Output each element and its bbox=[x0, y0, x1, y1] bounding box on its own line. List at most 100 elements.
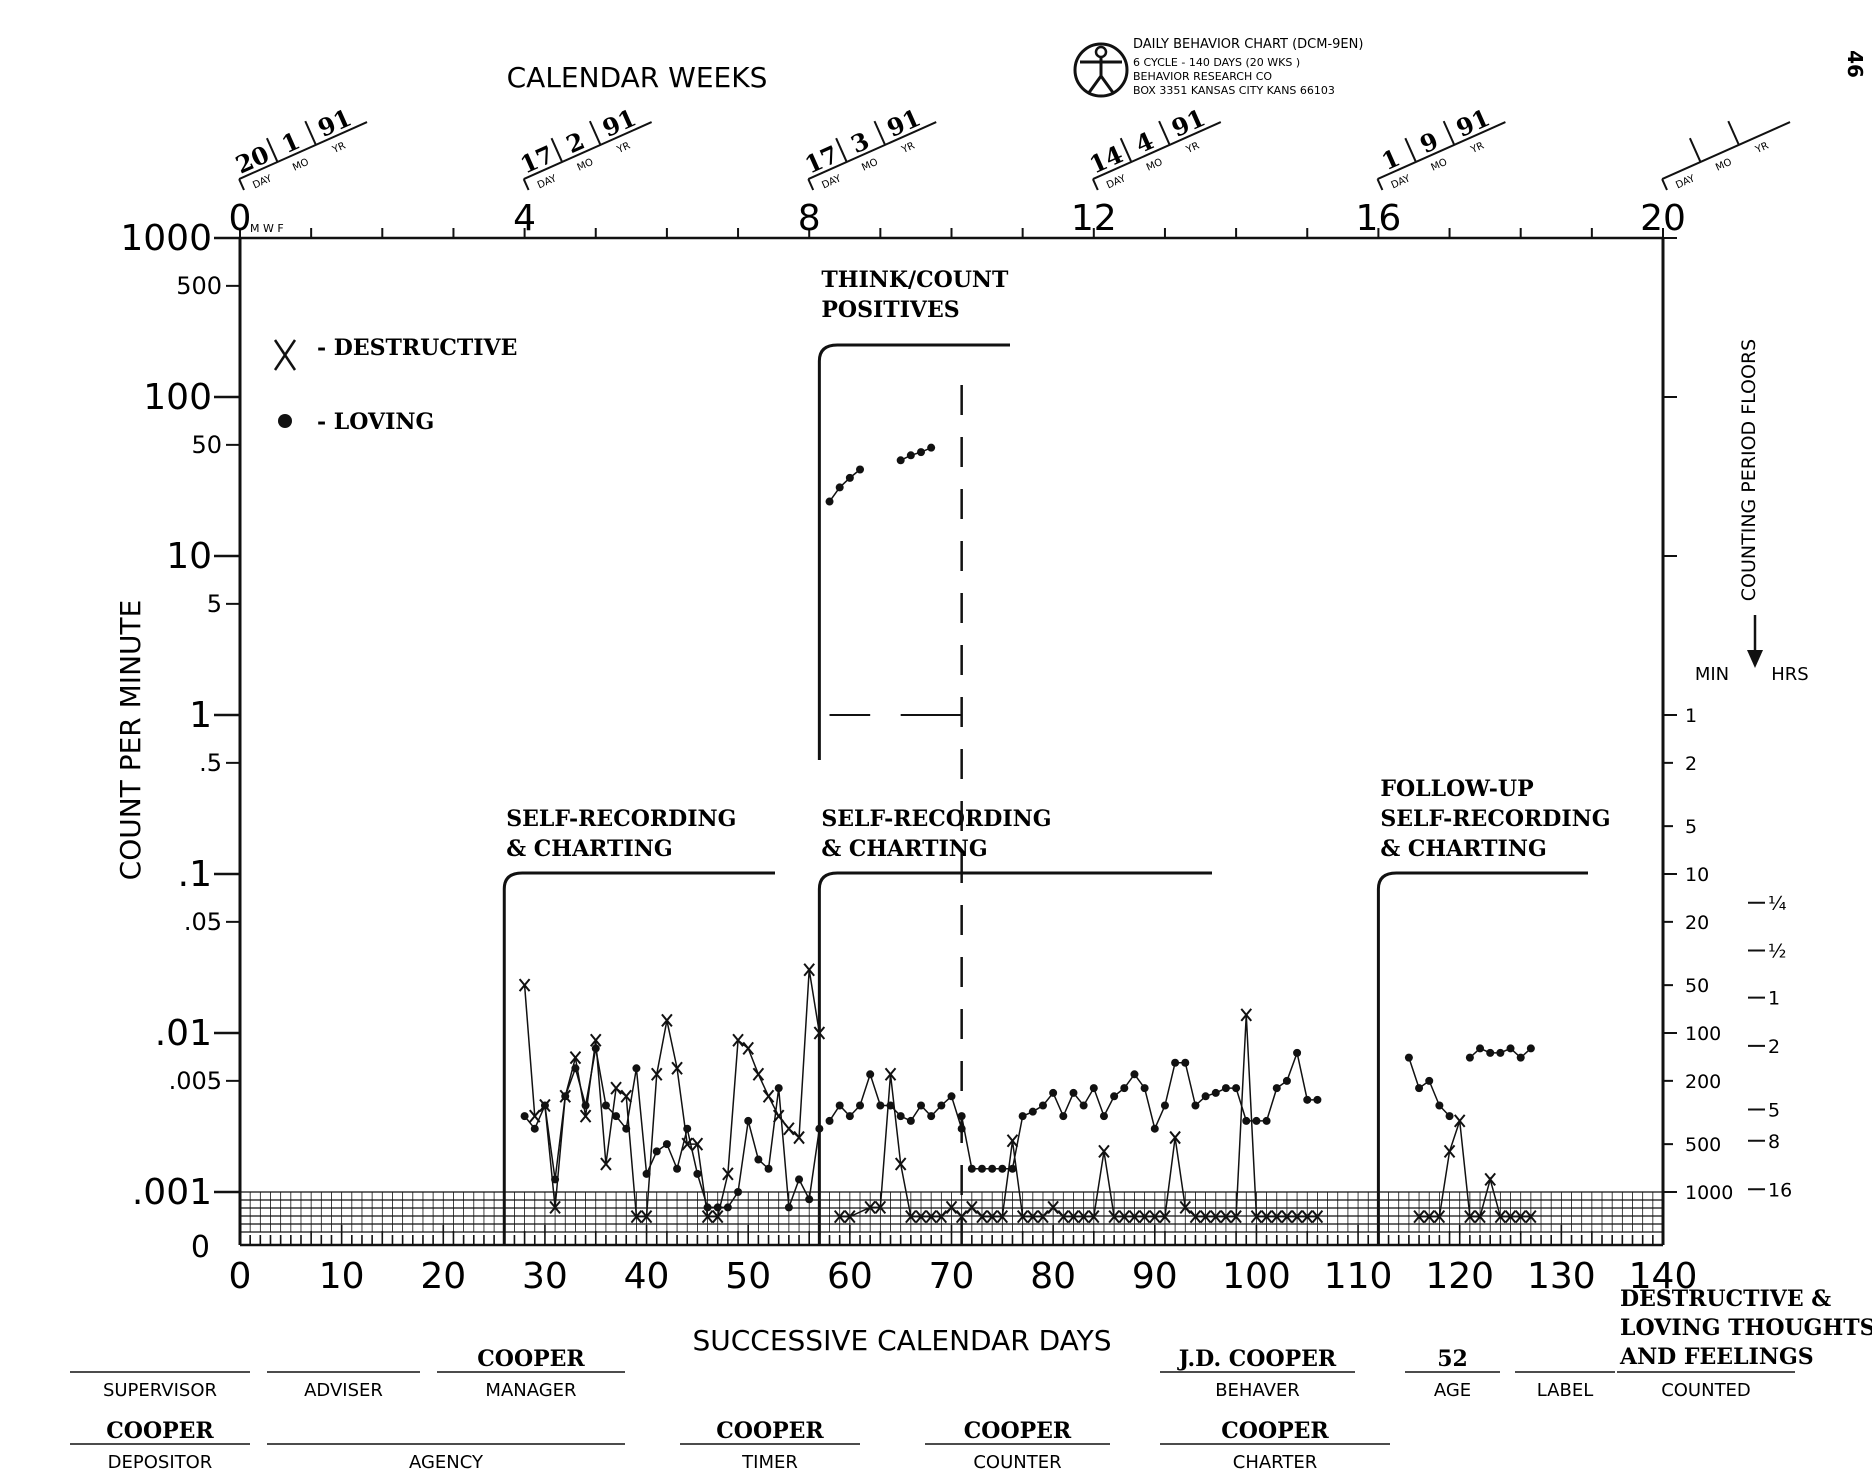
phase-label: & CHARTING bbox=[821, 836, 987, 862]
x-stroke bbox=[935, 1209, 948, 1224]
phase-label: THINK/COUNT bbox=[821, 267, 1009, 293]
x-stroke bbox=[1128, 1209, 1141, 1224]
destructive-point bbox=[1037, 1209, 1049, 1224]
x-tick-label: 10 bbox=[319, 1256, 365, 1297]
loving-point bbox=[1120, 1084, 1129, 1093]
phase-label: FOLLOW-UP bbox=[1380, 776, 1533, 802]
x-stroke bbox=[1179, 1200, 1192, 1215]
floor-hrs-label: 1 bbox=[1768, 988, 1780, 1010]
destructive-point bbox=[864, 1200, 876, 1215]
date-field-baseline bbox=[807, 121, 937, 180]
date-field-mo-value: 4 bbox=[1131, 126, 1158, 159]
date-field-day-label: DAY bbox=[1105, 173, 1128, 191]
x-stroke bbox=[813, 1026, 826, 1040]
destructive-point bbox=[1281, 1209, 1293, 1224]
destructive-point bbox=[1270, 1209, 1283, 1224]
loving-point bbox=[1049, 1088, 1058, 1097]
x-stroke bbox=[610, 1081, 622, 1095]
x-stroke bbox=[986, 1209, 998, 1224]
loving-point bbox=[734, 1188, 743, 1196]
date-field-mo-value: 3 bbox=[846, 126, 873, 159]
x-stroke bbox=[661, 1013, 673, 1028]
loving-point bbox=[1425, 1076, 1434, 1085]
loving-point bbox=[622, 1124, 631, 1133]
x-stroke bbox=[722, 1167, 734, 1181]
destructive-point bbox=[925, 1209, 937, 1224]
x-stroke bbox=[528, 1109, 541, 1123]
date-field-mo-value: 9 bbox=[1416, 126, 1443, 159]
phase-bracket bbox=[817, 343, 1010, 760]
x-stroke bbox=[1037, 1209, 1049, 1224]
x-stroke bbox=[905, 1209, 917, 1224]
loving-point bbox=[1221, 1084, 1230, 1093]
loving-point bbox=[1038, 1101, 1047, 1110]
x-stroke bbox=[915, 1209, 927, 1224]
x-stroke bbox=[793, 1130, 805, 1145]
loving-point bbox=[835, 1101, 844, 1110]
loving-point bbox=[1506, 1044, 1515, 1053]
loving-point bbox=[1465, 1053, 1474, 1062]
date-field-bracket bbox=[807, 178, 815, 191]
behavior-research-logo bbox=[1073, 42, 1129, 98]
date-field-divider bbox=[1727, 120, 1740, 146]
logo-line-3: BEHAVIOR RESEARCH CO bbox=[1133, 70, 1272, 83]
date-field-mo-value: 1 bbox=[277, 126, 304, 159]
destructive-point bbox=[833, 1209, 846, 1224]
date-field-yr-label: YR bbox=[615, 140, 632, 156]
loving-point bbox=[856, 1101, 865, 1110]
destructive-point bbox=[986, 1209, 998, 1224]
week-tick-label: 0 bbox=[229, 198, 252, 239]
x-stroke bbox=[569, 1050, 582, 1065]
destructive-point bbox=[1077, 1209, 1090, 1224]
x-tick-label: 100 bbox=[1222, 1256, 1291, 1297]
destructive-point bbox=[1006, 1134, 1019, 1148]
loving-point bbox=[601, 1101, 610, 1110]
loving-point bbox=[886, 1101, 895, 1110]
x-stroke bbox=[833, 1209, 846, 1224]
date-field-mo-label: MO bbox=[1714, 157, 1734, 174]
loving-point bbox=[1069, 1088, 1078, 1097]
floor-hrs-label: 16 bbox=[1768, 1179, 1792, 1201]
loving-point bbox=[1028, 1107, 1037, 1116]
date-field-bracket bbox=[1092, 178, 1099, 191]
x-stroke bbox=[955, 1209, 968, 1224]
destructive-point bbox=[1016, 1209, 1029, 1224]
loving-point bbox=[693, 1169, 702, 1178]
destructive-point bbox=[1067, 1209, 1080, 1224]
loving-point bbox=[764, 1164, 773, 1173]
x-stroke bbox=[864, 1200, 876, 1215]
loving-point bbox=[795, 1175, 804, 1184]
destructive-point bbox=[1210, 1209, 1222, 1224]
legend-x-marker bbox=[273, 339, 297, 371]
destructive-point bbox=[650, 1067, 663, 1081]
destructive-point bbox=[976, 1209, 988, 1224]
phase-label: & CHARTING bbox=[506, 836, 672, 862]
x-stroke bbox=[1067, 1209, 1080, 1224]
destructive-point bbox=[874, 1200, 887, 1215]
loving-point bbox=[1089, 1084, 1098, 1093]
date-field-yr-value: 91 bbox=[598, 103, 640, 143]
destructive-line bbox=[839, 1014, 1318, 1218]
x-stroke bbox=[1159, 1209, 1171, 1224]
x-stroke bbox=[1138, 1209, 1151, 1224]
date-field-divider bbox=[304, 120, 317, 146]
phase-label: SELF-RECORDING bbox=[506, 806, 736, 832]
loving-point bbox=[866, 1070, 875, 1079]
date-field-mo-value: 2 bbox=[562, 126, 589, 159]
destructive-point bbox=[1240, 1008, 1253, 1022]
y-tick-label: .001 bbox=[132, 1172, 212, 1213]
date-field-day-label: DAY bbox=[1390, 173, 1413, 191]
x-stroke bbox=[1027, 1209, 1039, 1224]
x-stroke bbox=[1484, 1172, 1496, 1187]
destructive-point bbox=[1098, 1144, 1110, 1159]
x-stroke bbox=[650, 1067, 663, 1081]
destructive-point bbox=[844, 1209, 856, 1224]
date-field-mo-label: MO bbox=[1429, 157, 1449, 174]
date-field-divider bbox=[588, 120, 602, 146]
destructive-point bbox=[1179, 1200, 1192, 1215]
date-field-day-label: DAY bbox=[1674, 173, 1697, 191]
loving-point bbox=[1160, 1101, 1169, 1110]
x-tick-label: 60 bbox=[827, 1256, 873, 1297]
destructive-point bbox=[579, 1109, 592, 1123]
